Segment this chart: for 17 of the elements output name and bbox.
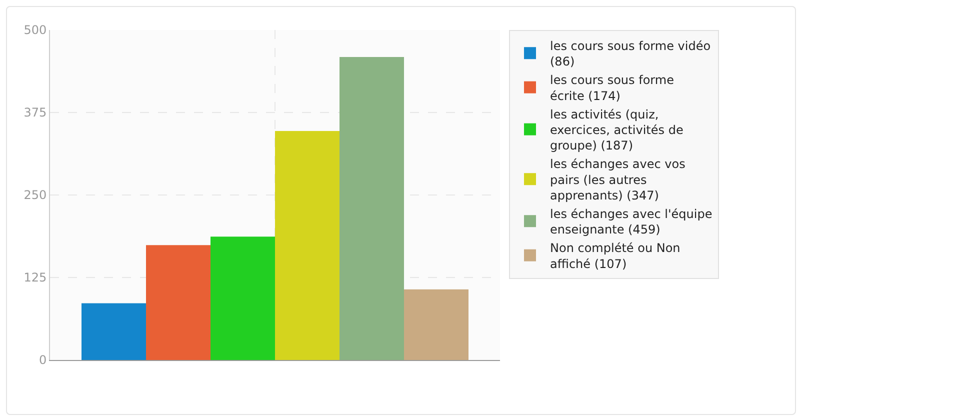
legend-label: les cours sous forme écrite (174): [550, 73, 674, 103]
bar: [340, 57, 404, 360]
y-tick-label: 0: [38, 353, 47, 368]
y-tick-label: 375: [24, 106, 47, 120]
bar: [146, 245, 210, 360]
y-tick-label: 125: [24, 270, 47, 285]
y-tick-label: 500: [24, 23, 47, 38]
bar: [82, 303, 146, 360]
legend-label: les échanges avec vos pairs (les autres apprenants) (347): [550, 157, 686, 202]
legend-label: les échanges avec l'équipe enseignante (459): [550, 206, 712, 237]
y-tick-label: 250: [24, 188, 47, 202]
legend-label: Non complété ou Non affiché (107): [550, 241, 680, 271]
legend-label: les cours sous forme vidéo (86): [550, 38, 711, 69]
legend-label: les activités (quiz, exercices, activités de groupe) (187): [550, 107, 684, 153]
bar: [404, 289, 468, 360]
bar: [275, 130, 340, 360]
bar: [210, 236, 275, 360]
